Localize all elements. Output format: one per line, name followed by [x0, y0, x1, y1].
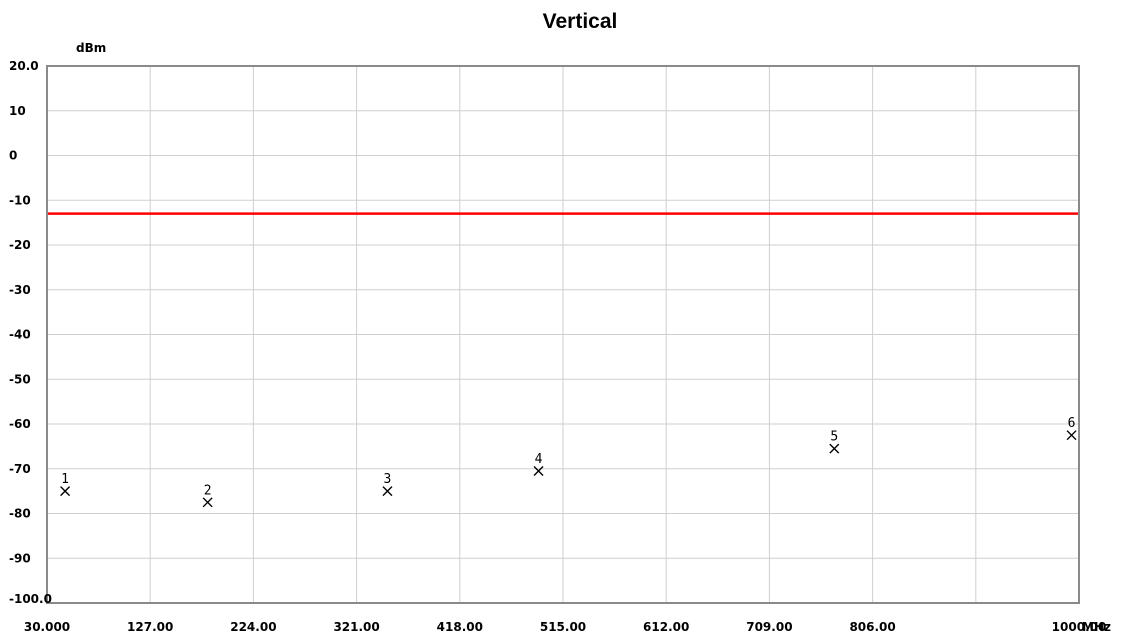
y-axis-unit: dBm — [76, 41, 106, 55]
y-tick-label: -60 — [9, 417, 31, 431]
marker-4: 4 — [533, 452, 544, 476]
x-tick-label: 418.00 — [437, 620, 483, 634]
y-tick-label: -70 — [9, 462, 31, 476]
x-tick-label: 806.00 — [849, 620, 895, 634]
markers: 1 2 3 4 5 6 — [60, 416, 1077, 508]
marker-label: 6 — [1068, 416, 1076, 431]
x-tick-label: 612.00 — [643, 620, 689, 634]
plot-frame-group — [46, 65, 1080, 604]
y-tick-label: 20.0 — [9, 59, 39, 73]
x-axis-ticks: 30.000 127.00 224.00 321.00 418.00 515.00 612.… — [24, 620, 1106, 634]
x-tick-label: 127.00 — [127, 620, 173, 634]
y-tick-label: -90 — [9, 551, 31, 565]
marker-2: 2 — [202, 483, 213, 508]
marker-label: 3 — [384, 472, 392, 487]
y-tick-label: -40 — [9, 328, 31, 342]
x-tick-label: 709.00 — [746, 620, 792, 634]
y-tick-label: 0 — [9, 149, 17, 163]
x-axis-unit: MHz — [1082, 620, 1111, 634]
marker-cross-b — [202, 497, 213, 508]
marker-label: 4 — [535, 452, 543, 467]
marker-6: 6 — [1066, 416, 1077, 441]
plot-frame — [46, 65, 1080, 604]
grid — [47, 66, 1079, 603]
y-tick-label: -30 — [9, 283, 31, 297]
y-tick-label: -80 — [9, 507, 31, 521]
x-tick-label: 224.00 — [230, 620, 276, 634]
y-tick-label: 10 — [9, 104, 26, 118]
y-tick-label: -10 — [9, 193, 31, 207]
x-tick-label: 30.000 — [24, 620, 70, 634]
x-tick-label: 515.00 — [540, 620, 586, 634]
x-tick-label: 1000.00 — [1052, 620, 1107, 634]
marker-label: 1 — [61, 472, 69, 487]
chart-title: Vertical — [543, 10, 618, 33]
marker-label: 5 — [830, 430, 838, 445]
marker-cross-b — [533, 465, 544, 476]
marker-cross-b — [829, 443, 840, 454]
y-tick-label: -20 — [9, 238, 31, 252]
x-tick-label: 321.00 — [333, 620, 379, 634]
marker-cross-b — [382, 486, 393, 497]
y-tick-label: -50 — [9, 372, 31, 386]
marker-5: 5 — [829, 430, 840, 454]
marker-1: 1 — [60, 472, 71, 497]
marker-3: 3 — [382, 472, 393, 497]
marker-label: 2 — [204, 483, 212, 498]
y-tick-label: -100.0 — [9, 592, 52, 606]
marker-cross-b — [60, 486, 71, 497]
marker-cross-b — [1066, 430, 1077, 441]
y-axis-ticks: 20.0 10 0 -10 -20 -30 -40 -50 -60 -70 -80 -90 -100.0 — [9, 59, 52, 606]
